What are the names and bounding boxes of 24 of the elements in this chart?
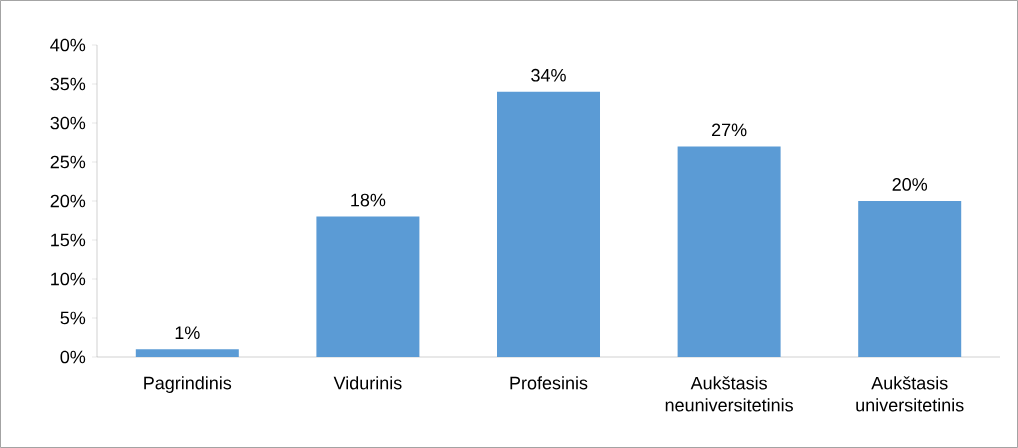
- x-tick-label: Aukštasis neuniversitetinis: [665, 376, 793, 412]
- bar: [135, 349, 239, 357]
- y-tick-label: 30%: [50, 116, 86, 130]
- y-tick-label: 25%: [50, 155, 86, 169]
- y-tick-label: 10%: [51, 272, 86, 286]
- y-tick-label: 40%: [50, 38, 86, 52]
- x-tick-label: Profesinis: [510, 376, 588, 390]
- data-label: 27%: [712, 123, 747, 137]
- bar: [858, 201, 962, 357]
- data-label: 20%: [892, 178, 928, 191]
- y-tick-label: 5%: [60, 311, 86, 325]
- bar: [497, 91, 600, 357]
- y-tick-label: 15%: [51, 233, 86, 247]
- y-tick-label: 20%: [50, 194, 86, 208]
- y-tick-label: 35%: [50, 77, 86, 91]
- data-label: 18%: [351, 193, 386, 207]
- x-tick-label: Pagrindinis: [144, 376, 232, 393]
- bar: [316, 216, 420, 357]
- x-tick-label: Aukštasis universitetinis: [856, 376, 964, 412]
- data-label: 34%: [531, 68, 566, 82]
- bar: [677, 146, 781, 357]
- y-tick-label: 0%: [60, 350, 86, 364]
- data-label: 1%: [175, 326, 200, 340]
- x-tick-label: Vidurinis: [333, 376, 402, 390]
